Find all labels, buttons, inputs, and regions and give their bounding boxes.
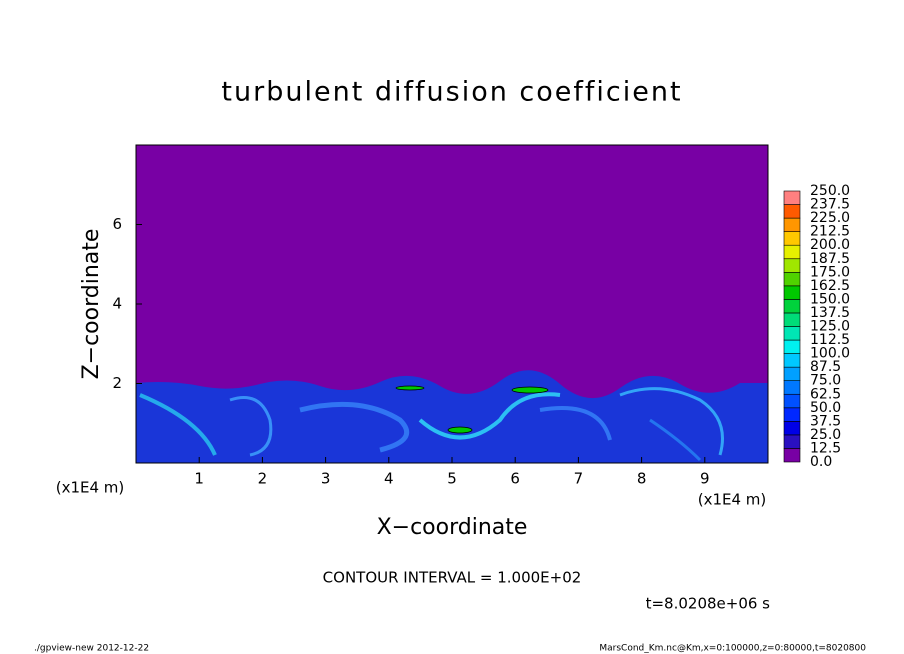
colorbar-label: 12.5: [810, 440, 841, 456]
annotation: CONTOUR INTERVAL = 1.000E+02: [323, 569, 582, 587]
x-tick-label: 5: [447, 470, 457, 488]
x-tick-label: 2: [258, 470, 268, 488]
colorbar-label: 125.0: [810, 319, 850, 335]
x-tick-label: 4: [384, 470, 394, 488]
colorbar-box: [783, 244, 801, 260]
x-tick-label: 8: [637, 470, 647, 488]
colorbar-label: 37.5: [810, 413, 841, 429]
colorbar-label: 62.5: [810, 386, 841, 402]
colorbar-label: 25.0: [810, 427, 841, 443]
colorbar-label: 162.5: [810, 278, 850, 294]
turbulent-layer: [136, 370, 768, 463]
y-axis-label: Z−coordinate: [79, 229, 104, 380]
colorbar-box: [783, 271, 801, 287]
y-tick-label: 2: [112, 374, 122, 392]
colorbar-label: 75.0: [810, 373, 841, 389]
x-tick-label: 6: [510, 470, 520, 488]
colorbar-label: 150.0: [810, 291, 850, 307]
annotation: t=8.0208e+06 s: [646, 595, 771, 613]
colorbar-box: [783, 326, 801, 341]
colorbar-box: [783, 217, 801, 232]
x-tick-label: 1: [194, 470, 204, 488]
colorbar-label: 87.5: [810, 359, 841, 375]
x-unit: (x1E4 m): [698, 491, 767, 509]
colorbar-label: 237.5: [810, 197, 850, 213]
y-tick-label: 6: [112, 215, 122, 233]
colorbar-box: [783, 190, 801, 205]
colorbar-label: 137.5: [810, 305, 850, 321]
colorbar-box: [783, 448, 801, 463]
colorbar-label: 100.0: [810, 346, 850, 362]
colorbar-box: [783, 380, 801, 395]
chart-title: turbulent diffusion coefficient: [221, 77, 682, 108]
colorbar-label: 187.5: [810, 251, 850, 267]
colorbar-box: [783, 434, 801, 449]
colorbar-label: 200.0: [810, 237, 850, 253]
colorbar-label: 112.5: [810, 332, 850, 348]
colorbar-box: [783, 312, 801, 327]
colorbar-box: [783, 339, 801, 354]
colorbar-label: 212.5: [810, 224, 850, 240]
colorbar-label: 225.0: [810, 210, 850, 226]
colorbar-label: 250.0: [810, 183, 850, 199]
colorbar-label: 175.0: [810, 264, 850, 280]
colorbar-label: 0.0: [810, 454, 832, 470]
y-tick-label: 4: [112, 295, 122, 313]
colorbar-box: [783, 258, 801, 273]
y-unit: (x1E4 m): [56, 479, 125, 497]
x-axis-label: X−coordinate: [377, 515, 528, 540]
colorbar-box: [783, 204, 801, 219]
colorbar-box: [783, 285, 801, 300]
colorbar-label: 50.0: [810, 400, 841, 416]
colorbar-box: [783, 366, 801, 381]
footer: ./gpview-new 2012-12-22: [34, 644, 149, 654]
colorbar-box: [783, 421, 801, 436]
colorbar-box: [783, 393, 801, 409]
colorbar-box: [783, 299, 801, 314]
x-tick-label: 9: [700, 470, 710, 488]
x-tick-label: 7: [574, 470, 584, 488]
footer: MarsCond_Km.nc@Km,x=0:100000,z=0:80000,t…: [599, 644, 866, 654]
colorbar-box: [783, 353, 801, 368]
colorbar-box: [783, 407, 801, 422]
colorbar-box: [783, 231, 801, 246]
x-tick-label: 3: [321, 470, 331, 488]
